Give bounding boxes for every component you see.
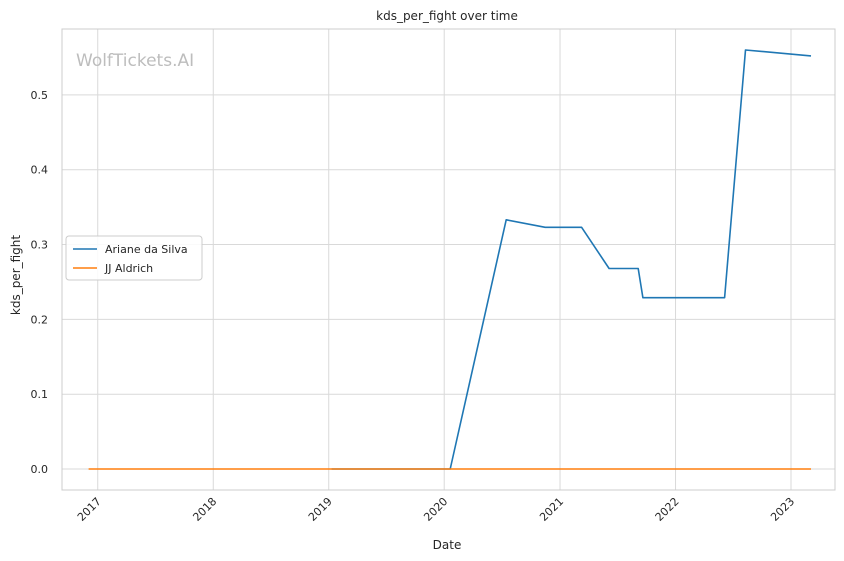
y-tick-label: 0.0 (31, 463, 49, 476)
y-tick-label: 0.4 (31, 164, 49, 177)
y-tick-label: 0.5 (31, 89, 49, 102)
legend-box (65, 235, 203, 281)
series-line-ariane-da-silva (331, 49, 812, 470)
watermark: WolfTickets.AI (76, 51, 194, 71)
legend: Ariane da Silva JJ Aldrich (65, 235, 203, 281)
legend-label-ariane-da-silva: Ariane da Silva (105, 243, 188, 256)
plot-frame (61, 28, 836, 491)
y-tick-label: 0.1 (31, 388, 49, 401)
legend-label-jj-aldrich: JJ Aldrich (104, 262, 153, 275)
y-axis-label: kds_per_fight (9, 235, 23, 316)
y-tick-label: 0.3 (31, 239, 49, 252)
series-layer (88, 49, 812, 470)
x-axis-label: Date (433, 538, 462, 552)
chart-title: kds_per_fight over time (376, 9, 518, 23)
y-tick-label: 0.2 (31, 313, 49, 326)
